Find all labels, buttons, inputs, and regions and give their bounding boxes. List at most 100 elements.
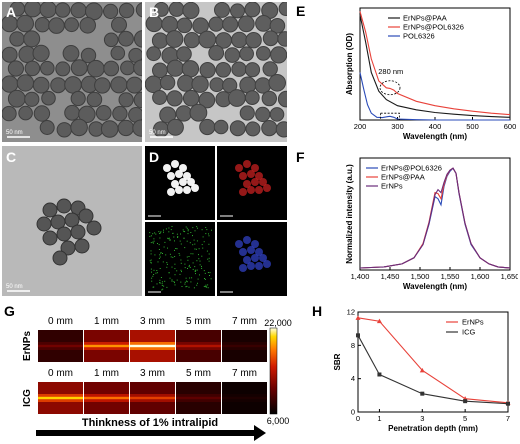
eds-signal-dot [169,253,171,255]
eds-signal-dot [155,272,157,274]
eds-signal-dot [176,233,178,235]
eds-signal-dot [154,232,156,234]
nanoparticle [228,89,246,107]
eds-signal-dot [169,277,171,279]
y-axis-label: SBR [333,353,342,370]
eds-signal-dot [151,280,153,282]
legend-label: ICG [462,328,476,337]
eds-signal-dot [187,230,189,232]
eds-signal-dot [163,229,164,231]
eds-signal-dot [185,277,187,279]
eds-signal-dot [203,241,205,243]
eds-signal-dot [149,235,151,237]
eds-signal-dot [208,260,210,262]
eds-signal-dot [189,242,191,244]
nanoparticle [255,262,263,270]
eds-signal-dot [158,249,160,250]
eds-signal-dot [153,286,155,288]
eds-signal-dot [184,267,186,269]
nanoparticle [263,260,271,268]
x-tick-label: 1 [377,414,381,423]
eds-signal-dot [191,277,193,279]
eds-signal-dot [208,233,209,235]
eds-signal-dot [164,280,166,282]
nanoparticle [159,74,176,91]
x-tick-label: 1,550 [441,272,460,281]
nanoparticle [86,220,102,236]
nanoparticle [198,30,217,49]
eds-signal-dot [186,285,188,287]
eds-signal-dot [201,255,203,257]
eds-signal-dot [156,272,158,274]
nanoparticle [103,60,120,77]
eds-signal-dot [187,233,189,235]
annotation-box [380,112,400,121]
icg-tube-4 [222,396,267,400]
eds-signal-dot [158,257,160,259]
nanoparticle [34,17,51,33]
eds-signal-dot [186,227,188,229]
nanoparticle [70,2,87,19]
nanoparticle [163,164,171,172]
eds-signal-dot [166,263,168,265]
eds-signal-dot [175,248,177,249]
nanoparticle [231,31,248,49]
nanoparticle [251,240,259,248]
series-line-ICG [357,335,509,405]
eds-signal-dot [208,253,210,255]
nanoparticle [254,77,272,94]
nanoparticle [189,103,208,122]
y-tick-label: 12 [347,308,355,317]
nanoparticle [199,62,216,79]
eds-signal-dot [205,286,207,288]
nanoparticle [95,105,112,121]
x-tick-label: 1,400 [351,272,370,281]
eds-signal-dot [168,227,170,229]
eds-signal-dot [150,250,152,252]
nanoparticle [255,15,272,32]
eds-signal-dot [150,262,152,263]
data-point [419,367,425,373]
x-axis-label: Wavelength (nm) [403,132,467,141]
eds-signal-dot [211,229,212,231]
nanoparticle [18,105,33,121]
nanoparticle [161,15,179,33]
nanoparticle [175,105,192,122]
plot-frame [359,157,511,271]
eds-signal-dot [178,253,180,254]
eds-signal-dot [183,230,185,232]
nanoparticle [33,105,51,122]
eds-signal-dot [195,273,196,275]
nanoparticle [230,3,245,19]
nanoparticle [183,172,191,180]
eds-signal-dot [161,281,163,283]
eds-signal-dot [171,280,173,282]
eds-signal-dot [181,286,183,287]
scalebar-c: 50 nm [6,284,23,290]
eds-signal-dot [186,240,188,242]
eds-signal-dot [192,268,194,270]
eds-signal-dot [194,243,196,245]
eds-signal-dot [152,233,154,235]
nanoparticle [39,120,55,135]
x-axis-label: Wavelength (nm) [403,282,467,291]
nanoparticle [262,61,278,77]
eds-signal-dot [194,270,196,272]
nanoparticle [32,44,50,62]
eds-signal-dot [179,240,181,242]
nanoparticle [244,2,261,18]
nanoparticle [103,3,119,19]
eds-signal-dot [185,226,187,228]
nanoparticle [245,121,261,137]
series-line-ErNPs@POL6326 [359,11,511,116]
eds-signal-dot [157,243,158,244]
eds-signal-dot [198,248,200,250]
eds-signal-dot [196,284,198,286]
nanoparticle [247,186,255,194]
y-tick-label: 8 [351,341,355,350]
eds-signal-dot [150,259,152,261]
nanoparticle [183,31,201,49]
nanoparticle [159,106,177,124]
nanoparticle [262,30,279,47]
eds-signal-dot [149,260,151,262]
